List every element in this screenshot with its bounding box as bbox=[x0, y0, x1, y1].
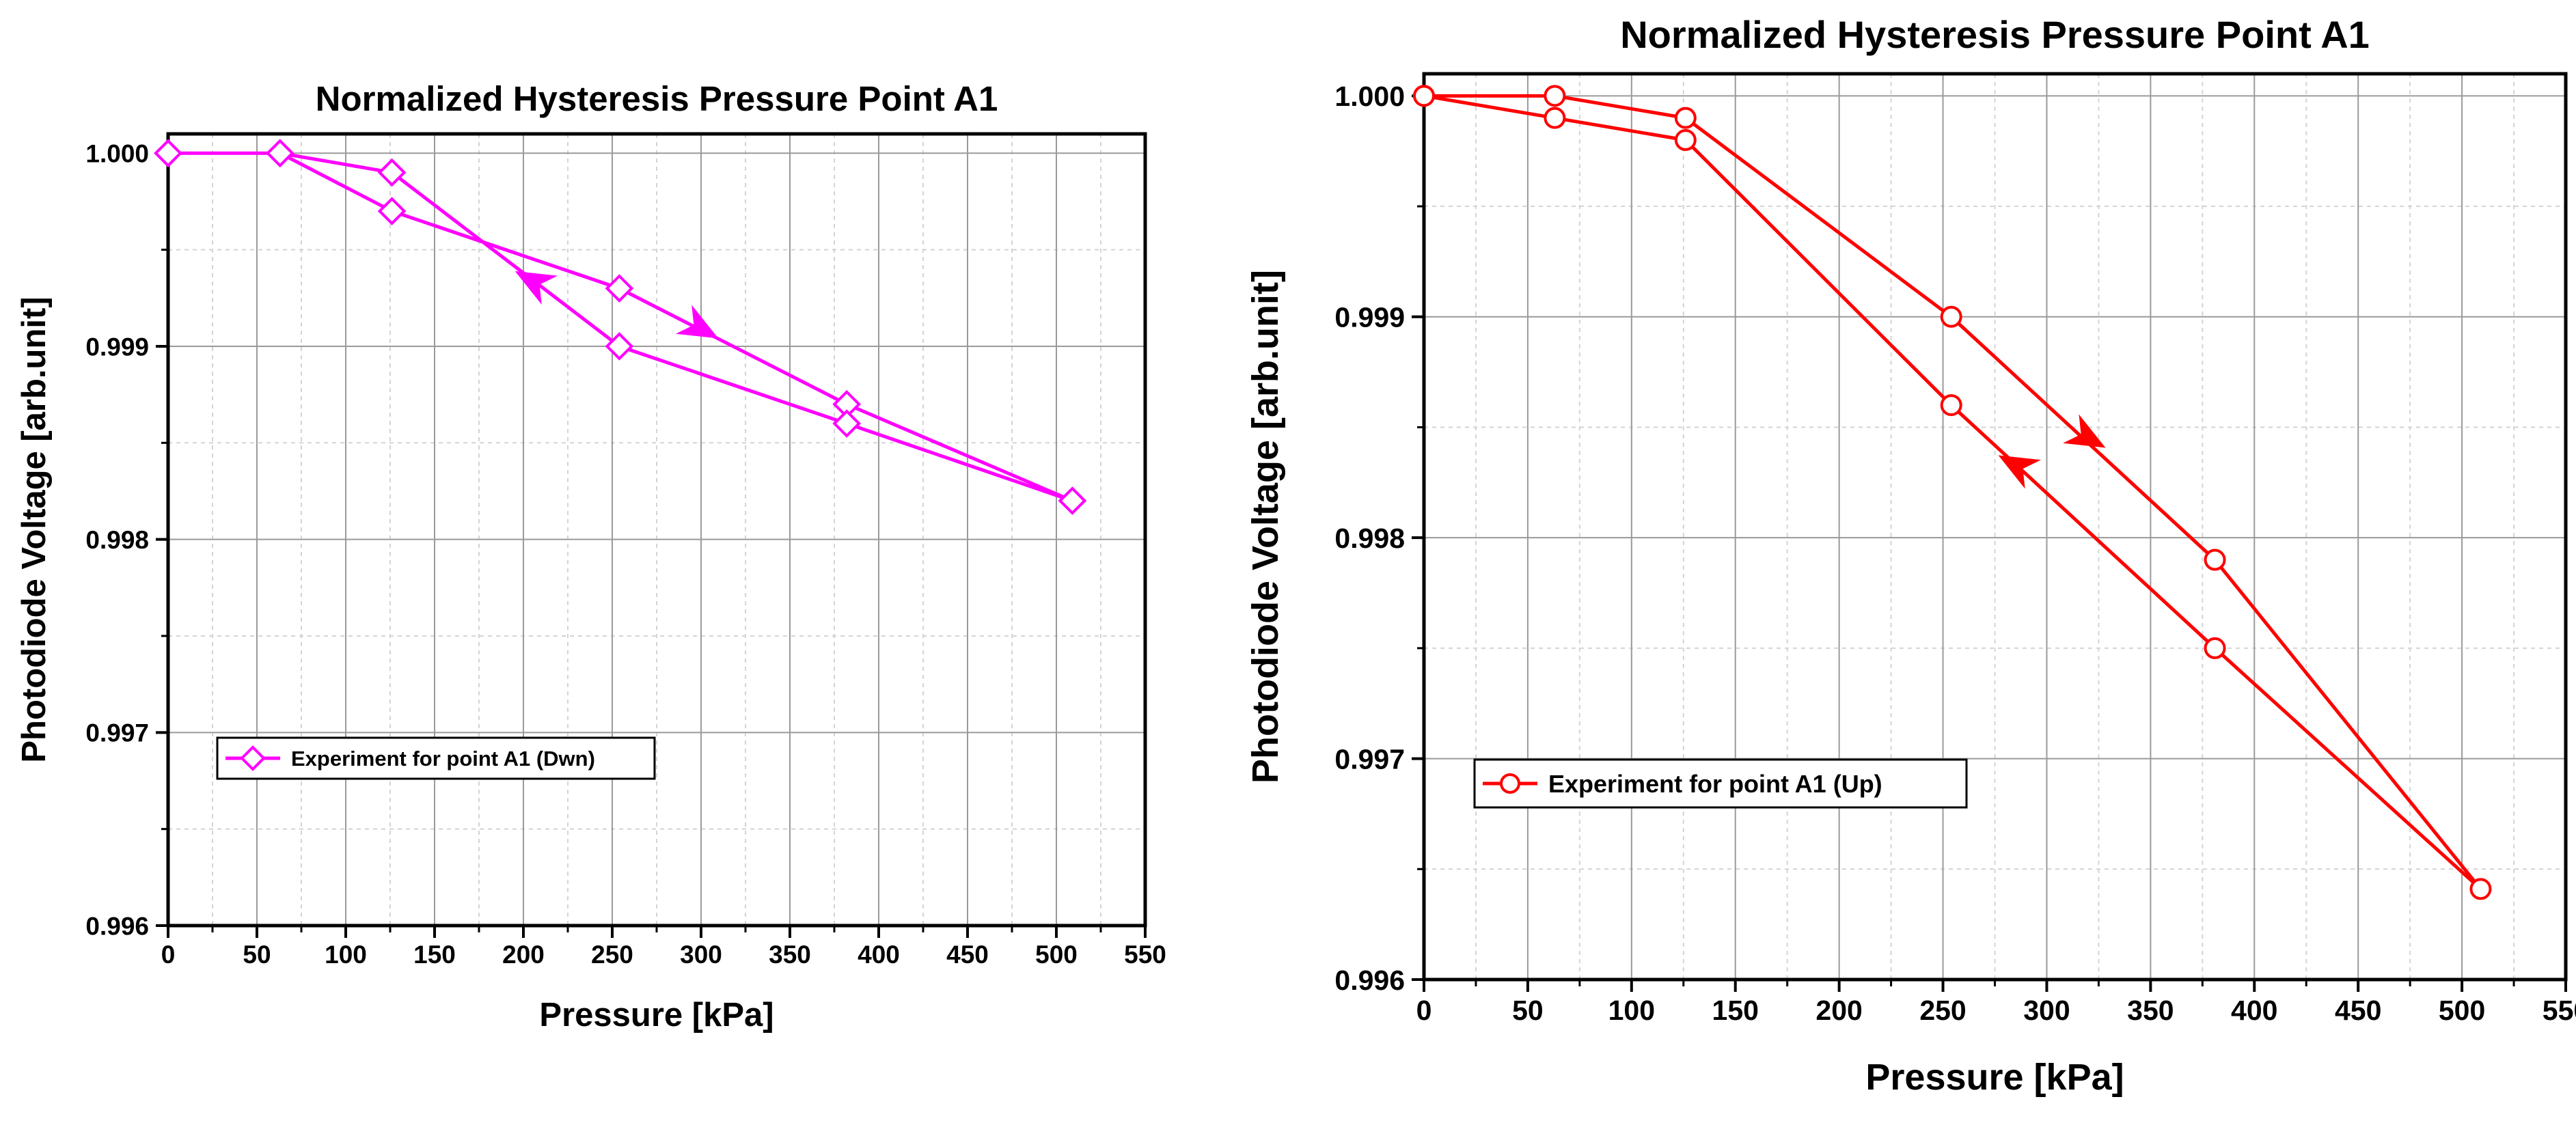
data-point bbox=[2204, 637, 2226, 659]
data-point bbox=[2469, 878, 2492, 900]
data-point bbox=[1544, 85, 1566, 107]
x-tick-label: 400 bbox=[858, 941, 900, 969]
y-tick-label: 0.997 bbox=[85, 719, 149, 747]
data-point bbox=[832, 409, 862, 438]
legend-box bbox=[216, 736, 656, 780]
data-point bbox=[1544, 107, 1566, 129]
legend-marker bbox=[1500, 773, 1520, 794]
y-axis-label: Photodiode Voltage [arb.unit] bbox=[1245, 270, 1286, 784]
x-tick-label: 550 bbox=[1124, 941, 1166, 969]
direction-arrow bbox=[1998, 455, 2041, 489]
data-point bbox=[154, 139, 182, 168]
data-point bbox=[377, 158, 407, 187]
y-tick-label: 0.997 bbox=[1334, 743, 1405, 775]
y-tick-label: 1.000 bbox=[85, 140, 149, 168]
x-tick-label: 0 bbox=[1416, 995, 1432, 1026]
x-tick-label: 0 bbox=[161, 941, 176, 969]
data-point bbox=[605, 274, 634, 303]
data-point bbox=[605, 332, 634, 361]
y-tick-label: 0.998 bbox=[1334, 523, 1405, 554]
legend-box bbox=[1473, 758, 1968, 809]
x-tick-label: 200 bbox=[1815, 995, 1862, 1026]
x-tick-label: 450 bbox=[946, 941, 989, 969]
y-axis-label: Photodiode Voltage [arb.unit] bbox=[16, 296, 53, 762]
data-point bbox=[1413, 85, 1435, 107]
data-point bbox=[1940, 394, 1962, 417]
data-point bbox=[377, 197, 407, 225]
x-tick-label: 500 bbox=[2439, 995, 2485, 1026]
x-tick-label: 150 bbox=[413, 941, 456, 969]
x-tick-label: 400 bbox=[2231, 995, 2277, 1026]
x-tick-label: 100 bbox=[1608, 995, 1655, 1026]
x-tick-label: 350 bbox=[2127, 995, 2174, 1026]
x-tick-label: 500 bbox=[1035, 941, 1078, 969]
x-axis-label: Pressure [kPa] bbox=[1865, 1057, 2124, 1098]
chart-title: Normalized Hysteresis Pressure Point A1 bbox=[316, 79, 998, 118]
x-tick-label: 50 bbox=[1512, 995, 1544, 1026]
y-tick-label: 0.996 bbox=[1334, 965, 1405, 996]
chart-title: Normalized Hysteresis Pressure Point A1 bbox=[1620, 13, 2370, 56]
legend-label: Experiment for point A1 (Up) bbox=[1548, 770, 1882, 798]
x-axis-label: Pressure [kPa] bbox=[539, 997, 773, 1034]
legend-marker bbox=[240, 745, 266, 771]
x-tick-label: 100 bbox=[325, 941, 367, 969]
legend-label: Experiment for point A1 (Dwn) bbox=[291, 747, 595, 771]
chart-up: 0 50 100 150 200 250 300 350 400 450 500 550 0.996 0.… bbox=[1245, 13, 2576, 1098]
data-point bbox=[1058, 486, 1087, 515]
data-point bbox=[2204, 549, 2226, 571]
series-line bbox=[168, 151, 1074, 503]
y-tick-label: 1.000 bbox=[1334, 81, 1405, 112]
x-tick-label: 150 bbox=[1712, 995, 1759, 1026]
data-point bbox=[1674, 129, 1697, 152]
x-tick-label: 50 bbox=[243, 941, 271, 969]
chart-dwn: 0 50 100 150 200 250 300 350 400 450 500 550 0.996 0.… bbox=[16, 79, 1166, 1034]
direction-arrow bbox=[675, 305, 719, 339]
direction-arrow bbox=[515, 271, 558, 305]
x-tick-label: 550 bbox=[2543, 995, 2576, 1026]
y-tick-label: 0.999 bbox=[85, 333, 149, 361]
x-tick-label: 250 bbox=[591, 941, 633, 969]
x-tick-label: 250 bbox=[1919, 995, 1966, 1026]
x-tick-label: 300 bbox=[2023, 995, 2070, 1026]
x-tick-label: 350 bbox=[769, 941, 811, 969]
data-point bbox=[1940, 305, 1962, 328]
y-tick-label: 0.998 bbox=[85, 526, 149, 554]
direction-arrow bbox=[2063, 414, 2106, 448]
y-tick-label: 0.999 bbox=[1334, 302, 1405, 333]
x-tick-label: 200 bbox=[502, 941, 545, 969]
x-tick-label: 450 bbox=[2335, 995, 2381, 1026]
data-point bbox=[265, 139, 294, 168]
data-point bbox=[1674, 107, 1697, 129]
x-tick-label: 300 bbox=[680, 941, 722, 969]
y-tick-label: 0.996 bbox=[85, 912, 149, 940]
